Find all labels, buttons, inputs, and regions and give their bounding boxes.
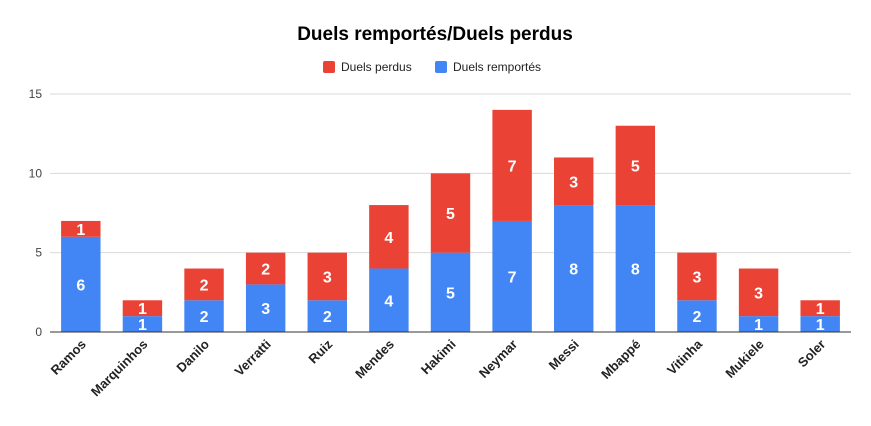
bar-duels-remportes <box>677 300 717 332</box>
data-label: 3 <box>261 301 270 318</box>
data-label: 2 <box>693 309 702 326</box>
legend-swatch-duels-perdus <box>323 61 335 73</box>
data-label: 1 <box>138 301 147 318</box>
data-label: 3 <box>323 269 332 286</box>
bar-duels-remportes <box>61 236 101 332</box>
data-label: 1 <box>816 317 825 334</box>
bar-duels-perdus <box>61 220 101 237</box>
bar-duels-remportes <box>307 300 347 332</box>
data-label: 6 <box>76 277 85 294</box>
y-tick-label: 0 <box>35 325 42 339</box>
data-label: 8 <box>631 262 640 279</box>
x-tick-label: Marquinhos <box>88 337 151 400</box>
data-label: 7 <box>508 269 517 286</box>
bar-duels-remportes <box>184 300 224 332</box>
data-label: 4 <box>384 293 393 310</box>
bar-duels-remportes <box>554 205 594 332</box>
data-label: 1 <box>816 301 825 318</box>
y-tick-label: 5 <box>35 246 42 260</box>
bar-duels-remportes <box>615 205 656 332</box>
x-tick-label: Hakimi <box>418 337 459 378</box>
data-label: 3 <box>754 285 763 302</box>
data-label: 1 <box>138 317 147 334</box>
data-label: 2 <box>200 309 209 326</box>
bar-duels-remportes <box>122 316 163 332</box>
x-tick-label: Mukiele <box>722 337 766 381</box>
bar-duels-perdus <box>738 268 779 317</box>
bar-duels-perdus <box>554 157 594 206</box>
bar-duels-perdus <box>430 173 471 253</box>
bar-duels-perdus <box>800 300 840 317</box>
data-label: 7 <box>508 158 517 175</box>
x-tick-label: Ruiz <box>305 336 335 366</box>
x-tick-label: Soler <box>795 337 829 371</box>
bar-duels-perdus <box>184 268 224 301</box>
y-tick-label: 10 <box>29 166 43 180</box>
legend-label-duels-remportes: Duels remportés <box>453 60 541 74</box>
bar-duels-remportes <box>245 284 286 332</box>
x-tick-label: Messi <box>546 337 582 373</box>
legend-label-duels-perdus: Duels perdus <box>341 60 412 74</box>
x-tick-label: Danilo <box>173 336 212 375</box>
bar-duels-remportes <box>800 316 840 332</box>
data-label: 2 <box>261 262 270 279</box>
data-label: 1 <box>754 317 763 334</box>
bar-duels-remportes <box>492 220 532 332</box>
bar-duels-perdus <box>122 300 163 317</box>
x-tick-label: Vitinha <box>664 336 706 378</box>
x-tick-label: Ramos <box>48 337 89 378</box>
bar-duels-perdus <box>307 252 347 301</box>
legend-swatch-duels-remportes <box>435 61 447 73</box>
bar-duels-perdus <box>677 252 717 301</box>
bar-duels-remportes <box>738 316 779 332</box>
data-label: 4 <box>384 230 393 247</box>
data-label: 3 <box>569 174 578 191</box>
data-label: 5 <box>446 206 455 223</box>
bars <box>61 109 840 332</box>
data-label: 5 <box>446 285 455 302</box>
y-tick-label: 15 <box>29 87 43 101</box>
chart-title: Duels remportés/Duels perdus <box>297 24 573 45</box>
bar-duels-perdus <box>369 205 409 269</box>
legend: Duels perdus Duels remportés <box>323 60 541 74</box>
data-label: 3 <box>693 269 702 286</box>
data-label: 8 <box>569 262 578 279</box>
bar-duels-remportes <box>369 268 409 332</box>
x-tick-label: Neymar <box>476 337 520 381</box>
bar-duels-perdus <box>245 252 286 285</box>
data-label: 1 <box>76 222 85 239</box>
bar-duels-remportes <box>430 252 471 332</box>
x-tick-label: Mbappé <box>598 337 643 382</box>
bar-duels-perdus <box>492 109 532 221</box>
bar-duels-perdus <box>615 125 656 206</box>
data-label: 2 <box>200 277 209 294</box>
x-tick-label: Verratti <box>231 337 273 379</box>
x-tick-label: Mendes <box>352 337 397 382</box>
data-label: 5 <box>631 158 640 175</box>
y-axis-ticks: 0 5 10 15 <box>29 87 43 339</box>
data-label: 2 <box>323 309 332 326</box>
